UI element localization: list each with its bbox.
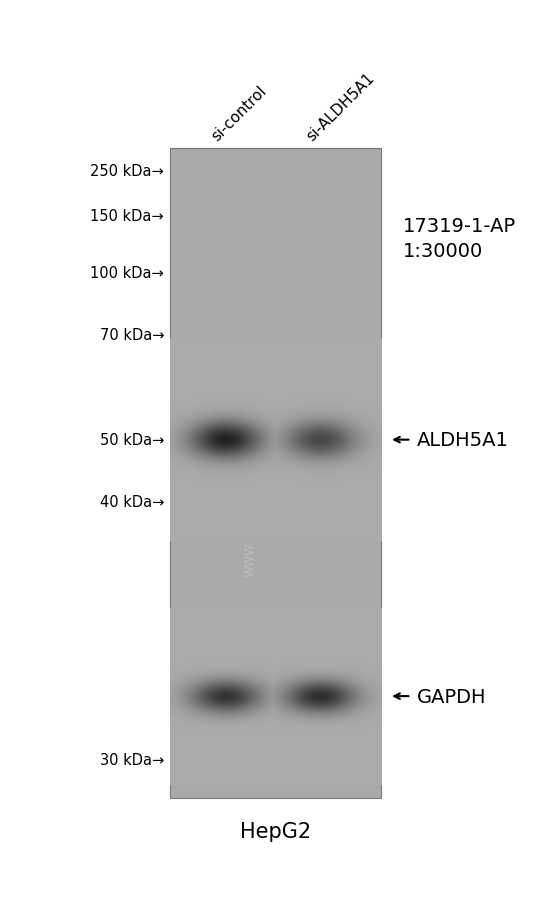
Text: 17319-1-AP
1:30000: 17319-1-AP 1:30000 xyxy=(403,217,516,261)
Text: HepG2: HepG2 xyxy=(240,821,311,841)
Bar xyxy=(170,149,381,798)
Text: 70 kDa→: 70 kDa→ xyxy=(100,328,164,343)
Text: si-ALDH5A1: si-ALDH5A1 xyxy=(304,70,377,144)
Text: 150 kDa→: 150 kDa→ xyxy=(91,209,164,224)
Text: 100 kDa→: 100 kDa→ xyxy=(90,266,164,281)
Text: WWW.PTGLAB.COM: WWW.PTGLAB.COM xyxy=(244,461,256,576)
Text: si-control: si-control xyxy=(209,84,270,144)
Text: 30 kDa→: 30 kDa→ xyxy=(100,752,164,767)
Text: 50 kDa→: 50 kDa→ xyxy=(100,433,164,447)
Text: GAPDH: GAPDH xyxy=(417,686,486,706)
Text: 250 kDa→: 250 kDa→ xyxy=(90,164,164,179)
Text: ALDH5A1: ALDH5A1 xyxy=(417,430,509,450)
Text: 40 kDa→: 40 kDa→ xyxy=(100,495,164,510)
